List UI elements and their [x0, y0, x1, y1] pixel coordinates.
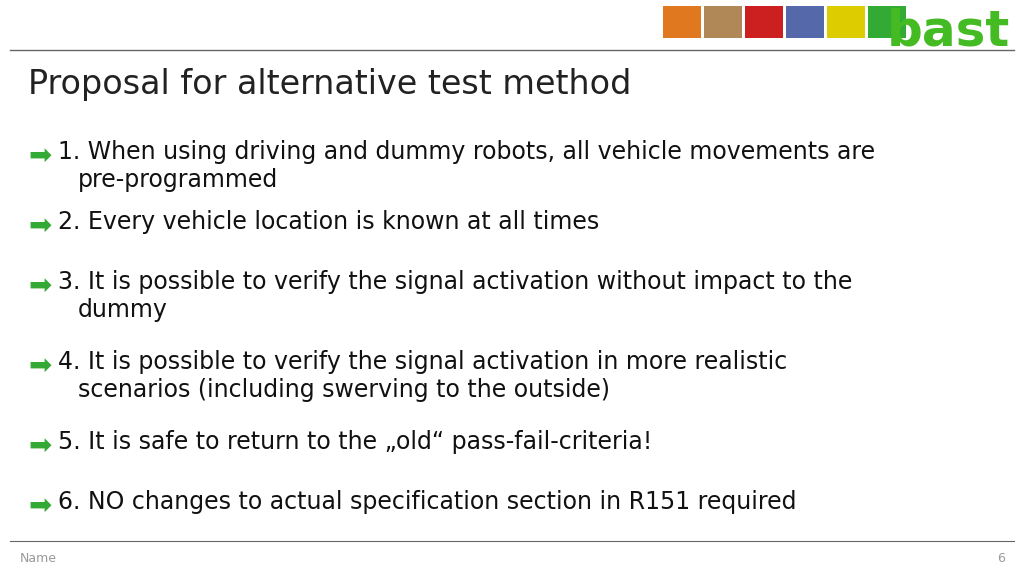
Bar [868, 6, 906, 38]
Text: Name: Name [20, 551, 57, 564]
Text: 6: 6 [997, 551, 1005, 564]
Text: ➡: ➡ [28, 432, 51, 460]
Text: pre-programmed: pre-programmed [78, 168, 279, 192]
Bar [745, 6, 783, 38]
Text: 5. It is safe to return to the „old“ pass-fail-criteria!: 5. It is safe to return to the „old“ pas… [58, 430, 652, 454]
Bar [663, 6, 701, 38]
Text: 6. NO changes to actual specification section in R151 required: 6. NO changes to actual specification se… [58, 490, 797, 514]
Text: Proposal for alternative test method: Proposal for alternative test method [28, 68, 632, 101]
Text: ➡: ➡ [28, 492, 51, 520]
Bar [827, 6, 865, 38]
Text: ➡: ➡ [28, 142, 51, 170]
Bar [786, 6, 824, 38]
Text: scenarios (including swerving to the outside): scenarios (including swerving to the out… [78, 378, 610, 402]
Text: ➡: ➡ [28, 272, 51, 300]
Text: 1. When using driving and dummy robots, all vehicle movements are: 1. When using driving and dummy robots, … [58, 140, 876, 164]
Text: ➡: ➡ [28, 212, 51, 240]
Text: dummy: dummy [78, 298, 168, 322]
Text: bast: bast [887, 8, 1010, 56]
Text: ➡: ➡ [28, 352, 51, 380]
Text: 2. Every vehicle location is known at all times: 2. Every vehicle location is known at al… [58, 210, 599, 234]
Text: 4. It is possible to verify the signal activation in more realistic: 4. It is possible to verify the signal a… [58, 350, 787, 374]
Bar [705, 6, 742, 38]
Text: 3. It is possible to verify the signal activation without impact to the: 3. It is possible to verify the signal a… [58, 270, 852, 294]
